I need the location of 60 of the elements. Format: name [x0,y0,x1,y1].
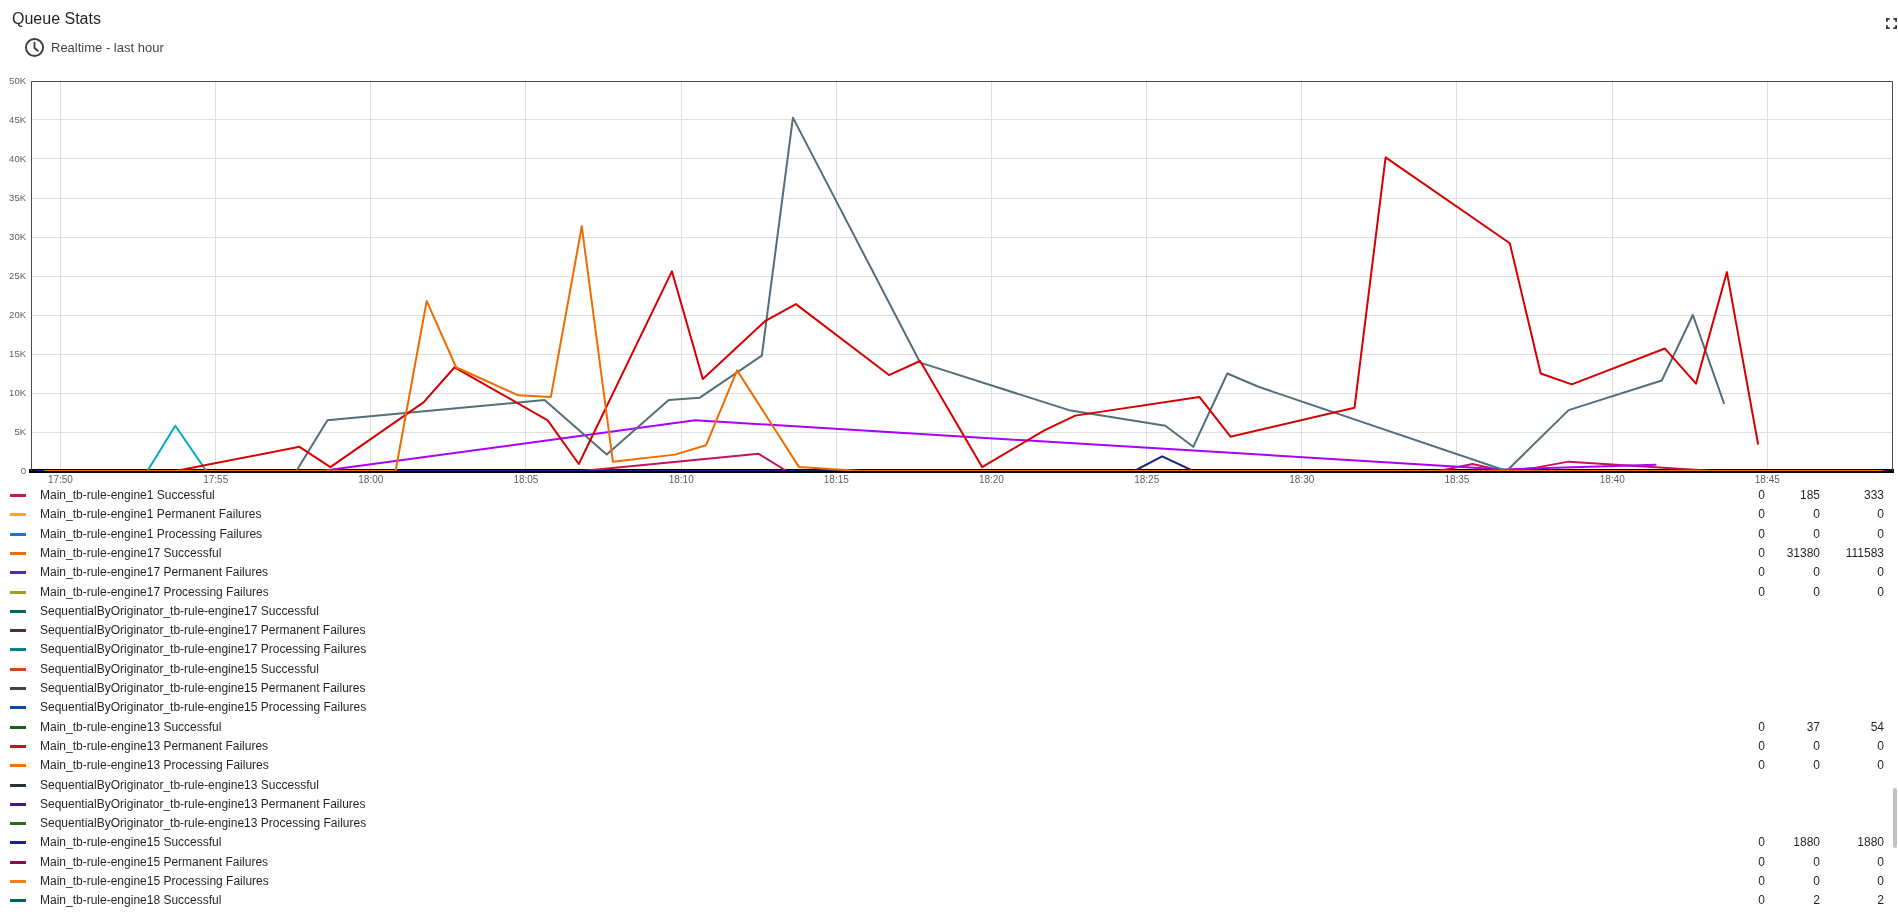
legend-label: Main_tb-rule-engine17 Successful [40,544,222,562]
legend-label: SequentialByOriginator_tb-rule-engine15 Permanent Failures [40,680,366,697]
text: 0 0 0 [1758,874,1884,888]
x-tick-label: 18:05 [513,473,539,485]
y-tick-label: 25K [9,269,27,281]
x-tick-label: 18:25 [1134,473,1160,485]
legend-label: Main_tb-rule-engine13 Successful [40,718,222,736]
legend-label: SequentialByOriginator_tb-rule-engine17 Permanent Failures [40,622,366,640]
y-tick-label: 0 [20,464,26,476]
legend-label: Main_tb-rule-engine15 Permanent Failures [40,853,269,871]
text: 0 31380 111583 [1758,545,1884,560]
y-tick-label: 10K [9,386,27,398]
legend-label: Main_tb-rule-engine1 Processing Failures [40,525,263,543]
text: 0 0 0 [1758,758,1884,773]
text: 0 0 0 [1758,738,1884,753]
legend-label: SequentialByOriginator_tb-rule-engine13 Successful [40,776,319,794]
y-tick-label: 20K [9,308,27,320]
text: 0 2 2 [1758,893,1884,908]
text: 0 0 0 [1758,854,1884,869]
legend-label: Main_tb-rule-engine13 Permanent Failures [40,737,269,755]
text: 0 37 54 [1758,719,1884,734]
y-tick-label: 35K [9,191,27,203]
legend-label: SequentialByOriginator_tb-rule-engine17 Processing Failures [40,641,367,659]
legend-label: Main_tb-rule-engine15 Successful [40,834,222,852]
y-tick-label: 40K [9,152,27,164]
legend-label: Main_tb-rule-engine13 Processing Failures [40,757,269,775]
legend-label: Main_tb-rule-engine17 Processing Failures [40,583,269,601]
y-tick-label: 30K [9,230,27,242]
legend-label: SequentialByOriginator_tb-rule-engine15 Successful [40,660,319,678]
x-tick-label: 18:00 [358,473,384,485]
x-tick-label: 18:40 [1599,473,1626,485]
x-tick-label: 17:50 [47,473,74,485]
text: 0 185 333 [1758,488,1884,502]
legend-label: Main_tb-rule-engine18 Successful [40,892,222,910]
legend-label: Main_tb-rule-engine17 Permanent Failures [40,564,269,582]
text: 0 0 0 [1758,526,1884,541]
text: 0 1880 1880 [1758,835,1884,850]
legend-label: SequentialByOriginator_tb-rule-engine13 Permanent Failures [40,795,366,813]
legend-label: Main_tb-rule-engine1 Successful [40,487,215,504]
text: 0 0 0 [1758,507,1884,522]
chart-subtitle: Realtime - last hour [51,40,164,56]
x-tick-label: 17:55 [203,473,229,485]
text: 0 0 0 [1758,584,1884,599]
x-tick-label: 18:15 [823,473,850,485]
x-tick-label: 18:10 [668,473,695,485]
y-tick-label: 5K [14,425,27,437]
legend-label: SequentialByOriginator_tb-rule-engine13 Processing Failures [40,815,367,833]
chart-title: Queue Stats [12,9,101,28]
x-tick-label: 18:45 [1754,473,1781,485]
y-tick-label: 15K [9,347,27,359]
x-tick-label: 18:30 [1289,473,1315,485]
text: 0 0 0 [1758,565,1884,580]
x-tick-label: 18:35 [1444,473,1470,485]
y-tick-label: 50K [9,74,27,86]
legend-label: Main_tb-rule-engine1 Permanent Failures [40,506,262,524]
x-tick-label: 18:20 [978,473,1005,485]
legend-label: Main_tb-rule-engine15 Processing Failures [40,873,269,890]
legend-label: SequentialByOriginator_tb-rule-engine17 Successful [40,602,319,620]
legend-label: SequentialByOriginator_tb-rule-engine15 Processing Failures [40,699,367,717]
y-tick-label: 45K [9,113,27,125]
